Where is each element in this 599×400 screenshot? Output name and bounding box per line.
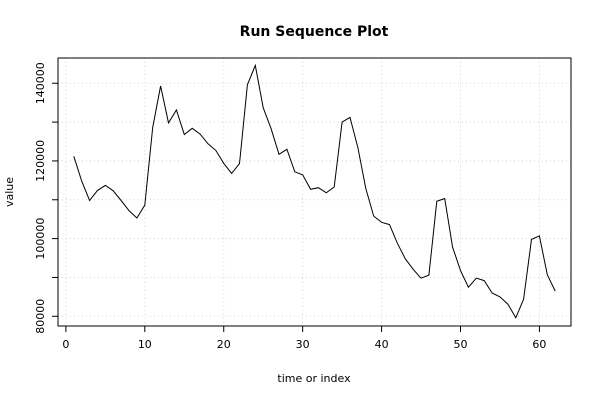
data-point-57 [515, 317, 516, 318]
plot-frame [57, 57, 572, 327]
data-point-5 [105, 185, 106, 186]
x-tick-label-3: 30 [296, 338, 310, 351]
x-axis-label: time or index [277, 372, 351, 385]
data-point-19 [215, 150, 216, 151]
data-point-18 [207, 143, 208, 144]
data-point-50 [460, 270, 461, 271]
data-point-1 [73, 156, 74, 157]
data-point-44 [413, 269, 414, 270]
data-point-22 [239, 163, 240, 164]
data-point-21 [231, 173, 232, 174]
data-point-48 [444, 198, 445, 199]
x-tick-label-4: 40 [375, 338, 389, 351]
data-point-24 [255, 65, 256, 66]
data-point-56 [507, 304, 508, 305]
series-group [73, 63, 556, 319]
data-point-30 [302, 174, 303, 175]
data-point-41 [389, 224, 390, 225]
data-point-59 [531, 239, 532, 240]
y-axis-label: value [3, 177, 16, 207]
data-point-46 [428, 275, 429, 276]
data-point-40 [381, 222, 382, 223]
data-point-33 [326, 192, 327, 193]
data-point-14 [176, 110, 177, 111]
data-point-36 [350, 117, 351, 118]
data-point-60 [539, 235, 540, 236]
data-point-9 [136, 218, 137, 219]
data-point-58 [523, 299, 524, 300]
data-point-62 [555, 291, 556, 292]
data-point-20 [223, 163, 224, 164]
data-point-31 [310, 189, 311, 190]
data-point-52 [476, 278, 477, 279]
data-point-53 [484, 280, 485, 281]
data-point-4 [97, 190, 98, 191]
data-point-49 [452, 247, 453, 248]
x-axis: 0 10 20 30 40 50 60 [62, 326, 546, 351]
data-point-12 [160, 85, 161, 86]
x-tick-label-2: 20 [217, 338, 231, 351]
data-point-37 [357, 147, 358, 148]
data-point-34 [334, 186, 335, 187]
data-point-13 [168, 122, 169, 123]
data-point-3 [89, 200, 90, 201]
data-point-45 [421, 278, 422, 279]
data-point-10 [144, 205, 145, 206]
x-tick-label-6: 60 [532, 338, 546, 351]
chart-title: Run Sequence Plot [240, 24, 389, 40]
data-point-51 [468, 287, 469, 288]
data-point-26 [271, 128, 272, 129]
y-tick-label-3: 140000 [34, 62, 47, 104]
data-point-25 [263, 107, 264, 108]
data-point-55 [499, 296, 500, 297]
data-point-27 [278, 154, 279, 155]
data-point-7 [121, 200, 122, 201]
data-point-39 [373, 216, 374, 217]
data-point-47 [436, 201, 437, 202]
data-point-29 [294, 171, 295, 172]
y-tick-label-2: 120000 [34, 140, 47, 182]
data-point-23 [247, 84, 248, 85]
data-point-11 [152, 127, 153, 128]
data-point-8 [129, 210, 130, 211]
data-point-28 [286, 149, 287, 150]
data-point-17 [200, 134, 201, 135]
data-point-43 [405, 258, 406, 259]
x-tick-label-5: 50 [454, 338, 468, 351]
grid-lines [58, 58, 571, 326]
data-point-54 [492, 292, 493, 293]
y-tick-label-1: 100000 [34, 218, 47, 260]
data-point-35 [342, 122, 343, 123]
data-point-16 [192, 128, 193, 129]
x-tick-label-1: 10 [138, 338, 152, 351]
data-point-15 [184, 134, 185, 135]
series-line-0 [73, 63, 556, 319]
data-point-6 [113, 190, 114, 191]
data-point-61 [547, 274, 548, 275]
data-point-38 [365, 188, 366, 189]
y-tick-label-0: 80000 [34, 299, 47, 334]
data-point-42 [397, 243, 398, 244]
y-axis: 80000 100000 120000 140000 [34, 62, 58, 334]
data-point-2 [81, 181, 82, 182]
x-tick-label-0: 0 [62, 338, 69, 351]
data-point-32 [318, 187, 319, 188]
